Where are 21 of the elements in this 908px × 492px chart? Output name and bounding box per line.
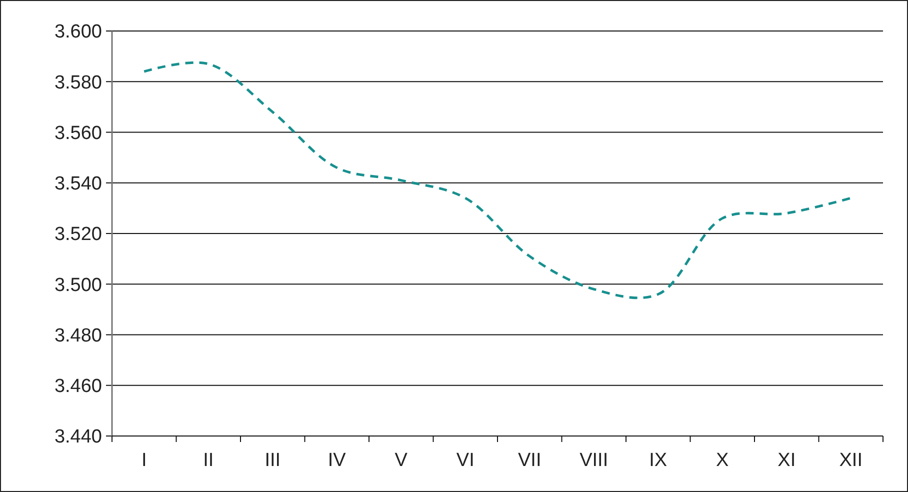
x-tick-label: VII	[518, 450, 542, 471]
x-tick-label: III	[264, 450, 281, 471]
x-tick-label: IX	[649, 450, 668, 471]
x-tick-label: IV	[328, 450, 346, 471]
y-tick-label: 3.520	[54, 224, 102, 246]
y-tick-label: 3.600	[54, 22, 102, 43]
x-tick-label: XI	[778, 450, 796, 471]
y-tick-label: 3.540	[54, 174, 102, 195]
x-tick-label: II	[203, 450, 214, 471]
y-tick-label: 3.440	[54, 426, 102, 448]
x-tick-label: V	[394, 450, 408, 471]
y-tick-label: 3.500	[54, 274, 102, 296]
y-tick-label: 3.460	[54, 376, 102, 398]
x-tick-label: XII	[839, 450, 862, 471]
y-tick-label: 3.480	[54, 325, 102, 346]
y-tick-label: 3.580	[54, 72, 102, 94]
x-tick-label: VIII	[580, 450, 608, 471]
x-tick-label: VI	[456, 450, 474, 471]
y-tick-label: 3.560	[54, 122, 102, 144]
x-tick-label: X	[716, 450, 730, 471]
x-tick-label: I	[141, 450, 147, 471]
